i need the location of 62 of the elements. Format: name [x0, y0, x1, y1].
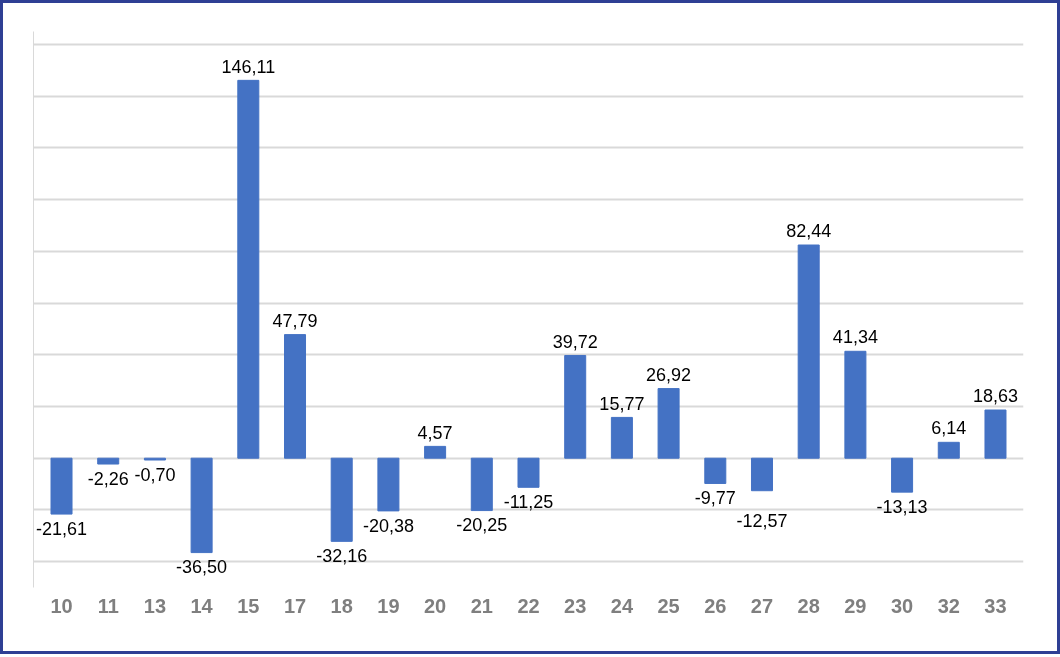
x-tick-label: 27: [750, 594, 774, 617]
bar: [937, 441, 960, 459]
bar: [797, 244, 820, 459]
data-label: -20,38: [362, 515, 414, 536]
bar: [470, 457, 493, 512]
data-label: -32,16: [316, 546, 368, 567]
data-label: -12,57: [736, 511, 788, 532]
bar: [891, 457, 914, 493]
x-tick-label: 21: [470, 594, 493, 617]
data-label: 18,63: [972, 386, 1019, 407]
data-label: -20,25: [456, 515, 508, 536]
data-label: 47,79: [272, 310, 318, 331]
x-tick-label: 23: [564, 594, 587, 617]
bar: [284, 334, 307, 459]
data-label: -9,77: [694, 488, 736, 509]
bar: [704, 457, 727, 484]
x-tick-label: 30: [890, 594, 914, 617]
data-label: -21,61: [36, 518, 88, 539]
bar: [237, 79, 260, 459]
x-tick-label: 22: [517, 594, 540, 617]
data-label: 26,92: [646, 364, 692, 385]
bar: [564, 354, 587, 459]
x-tick-label: 13: [143, 594, 167, 617]
x-tick-label: 26: [704, 594, 727, 617]
bar: [517, 457, 540, 488]
data-label: -2,26: [87, 468, 129, 489]
x-tick-label: 17: [283, 594, 307, 617]
x-tick-label: 10: [50, 594, 73, 617]
data-label: 6,14: [931, 418, 967, 439]
bar: [657, 388, 680, 459]
bar: [610, 416, 633, 459]
x-tick-label: 25: [657, 594, 680, 617]
x-tick-label: 20: [423, 594, 447, 617]
x-tick-label: 11: [97, 594, 119, 617]
bar: [844, 350, 867, 459]
x-tick-label: 24: [610, 594, 634, 617]
bar: [984, 409, 1007, 459]
data-label: 41,34: [832, 327, 878, 348]
bar: [190, 457, 213, 554]
bar: [750, 457, 773, 492]
bar: [330, 457, 353, 542]
bar: [50, 457, 73, 515]
data-label: 146,11: [221, 56, 276, 77]
data-label: -11,25: [503, 492, 554, 513]
data-label: -36,50: [176, 557, 228, 578]
bar: [97, 457, 120, 465]
data-label: 15,77: [599, 393, 645, 414]
x-tick-label: 14: [190, 594, 214, 617]
data-label: 4,57: [417, 422, 453, 443]
x-tick-label: 28: [797, 594, 820, 617]
bar: [377, 457, 400, 512]
data-label: -0,70: [134, 464, 176, 485]
data-label: 82,44: [786, 221, 832, 242]
bar: [424, 445, 447, 459]
data-label: -13,13: [876, 497, 928, 517]
x-tick-label: 29: [844, 594, 867, 617]
x-tick-label: 32: [937, 594, 960, 617]
x-tick-label: 18: [330, 594, 353, 617]
x-tick-label: 33: [984, 594, 1007, 617]
x-tick-label: 15: [237, 594, 260, 617]
x-tick-label: 19: [377, 594, 400, 617]
data-label: 39,72: [552, 331, 598, 352]
